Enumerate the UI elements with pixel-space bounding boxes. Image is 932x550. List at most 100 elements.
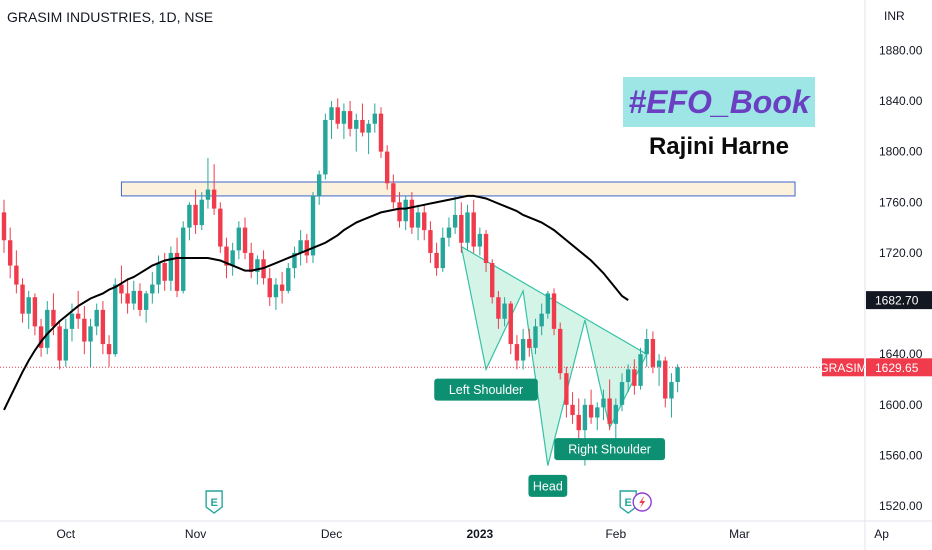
- candle-body: [218, 208, 223, 247]
- candle: [267, 268, 272, 307]
- candle-body: [7, 240, 13, 266]
- candle-body: [32, 297, 38, 327]
- candle: [354, 113, 359, 152]
- last-price-tag-value: 1629.65: [875, 361, 919, 375]
- candle-body: [292, 252, 297, 269]
- candle-body: [502, 303, 507, 319]
- candle: [520, 328, 526, 370]
- candle-body: [428, 230, 433, 253]
- candle-body: [397, 202, 402, 222]
- y-tick-label: 1720.00: [879, 246, 923, 260]
- candle-body: [483, 233, 489, 264]
- candle-body: [249, 252, 254, 272]
- x-tick-label: Nov: [185, 527, 206, 541]
- candle: [57, 322, 62, 370]
- earnings-icon: E: [205, 490, 223, 514]
- earnings-icon-shape: [619, 490, 637, 514]
- candle-body: [211, 189, 217, 209]
- x-tick-label: Mar: [729, 527, 750, 541]
- candle: [119, 265, 124, 304]
- candle-body: [150, 284, 155, 294]
- candle: [1, 199, 7, 253]
- y-tick-label: 1800.00: [879, 145, 923, 159]
- candle: [391, 174, 396, 209]
- candle: [45, 301, 50, 355]
- candle: [211, 164, 217, 215]
- pattern-label-bg: [528, 474, 568, 497]
- candle-body: [137, 290, 143, 310]
- candle-body: [527, 339, 532, 348]
- candle: [638, 347, 643, 390]
- candle: [187, 202, 192, 241]
- y-tick-label: 1880.00: [879, 43, 923, 57]
- candle: [384, 145, 390, 190]
- candle-body: [38, 326, 44, 348]
- candle-body: [638, 354, 643, 386]
- candle-body: [391, 183, 396, 203]
- candle: [341, 103, 347, 139]
- y-tick-label: 1560.00: [879, 448, 923, 462]
- candle-body: [564, 373, 569, 405]
- candle: [539, 303, 544, 336]
- x-tick-label: Oct: [56, 527, 75, 541]
- candle-body: [88, 326, 93, 342]
- candle: [125, 278, 130, 314]
- earnings-icon: E: [619, 490, 637, 514]
- candle: [508, 301, 513, 355]
- candle: [514, 335, 520, 370]
- candle-body: [514, 344, 520, 361]
- candle: [397, 192, 402, 228]
- earnings-icon-shape: [205, 490, 223, 514]
- candle: [434, 242, 439, 276]
- candle-body: [230, 250, 235, 266]
- pattern-label-text: Left Shoulder: [449, 383, 523, 397]
- candle-body: [125, 293, 130, 304]
- candle-body: [533, 326, 538, 348]
- hashtag-badge: #EFO_Book: [623, 77, 815, 127]
- candle: [205, 157, 211, 209]
- candle-body: [69, 313, 75, 329]
- candle-body: [168, 252, 174, 281]
- candle-body: [607, 398, 612, 424]
- pattern-label: Left Shoulder: [434, 378, 538, 401]
- candle-body: [187, 204, 192, 228]
- candle-body: [539, 313, 544, 327]
- currency-label: INR: [884, 9, 905, 23]
- pattern-label-bg: [554, 438, 666, 461]
- candle: [174, 237, 180, 298]
- candle-body: [669, 382, 674, 399]
- candle: [199, 192, 204, 231]
- candle: [360, 103, 365, 137]
- candle: [242, 217, 248, 260]
- candle-body: [242, 227, 248, 253]
- candle: [323, 113, 328, 180]
- candle: [558, 322, 563, 380]
- candle: [570, 392, 575, 424]
- candle: [366, 119, 371, 155]
- earnings-icon-glyph: E: [625, 497, 632, 509]
- candle: [403, 195, 408, 231]
- lightning-icon: [639, 496, 646, 508]
- pattern-label-text: Right Shoulder: [568, 443, 651, 457]
- candle-body: [329, 107, 334, 120]
- candle: [650, 331, 656, 374]
- candle: [131, 280, 136, 310]
- candle: [193, 189, 198, 234]
- candle: [218, 202, 223, 253]
- candle-body: [452, 214, 458, 228]
- candle-body: [471, 212, 476, 247]
- pattern-label-bg: [434, 378, 538, 401]
- candle: [335, 98, 340, 129]
- y-tick-label: 1640.00: [879, 347, 923, 361]
- candle-body: [675, 367, 680, 383]
- candle-body: [279, 284, 285, 291]
- candle: [625, 364, 631, 393]
- candle-body: [644, 339, 649, 355]
- candle-body: [304, 240, 310, 256]
- earnings-icon-glyph: E: [210, 497, 217, 509]
- candle-body: [82, 318, 87, 342]
- candle-body: [20, 284, 25, 314]
- candle-body: [632, 369, 637, 386]
- candle-body: [595, 407, 600, 418]
